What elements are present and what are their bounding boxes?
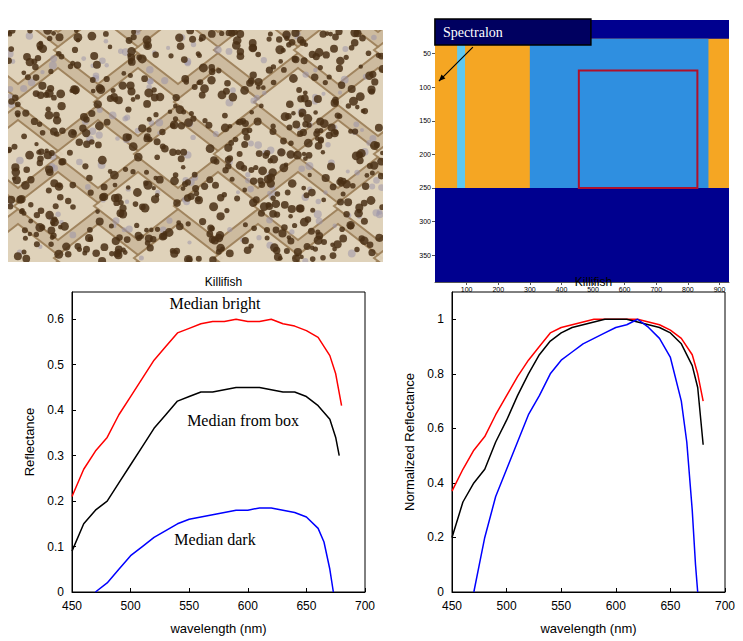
svg-text:Reflectance: Reflectance <box>22 408 37 477</box>
svg-text:Median dark: Median dark <box>174 531 255 548</box>
svg-text:550: 550 <box>551 599 571 613</box>
svg-text:450: 450 <box>62 599 82 613</box>
svg-text:0.3: 0.3 <box>47 449 64 463</box>
svg-text:0.2: 0.2 <box>47 494 64 508</box>
svg-text:Normalized Reflectance: Normalized Reflectance <box>402 373 417 511</box>
svg-text:650: 650 <box>660 599 680 613</box>
svg-text:700: 700 <box>355 599 375 613</box>
svg-text:0.4: 0.4 <box>47 403 64 417</box>
svg-text:0.6: 0.6 <box>427 421 444 435</box>
svg-text:700: 700 <box>650 286 662 293</box>
svg-text:0.2: 0.2 <box>427 530 444 544</box>
svg-text:450: 450 <box>442 599 462 613</box>
svg-text:600: 600 <box>238 599 258 613</box>
svg-text:0.8: 0.8 <box>427 367 444 381</box>
svg-text:650: 650 <box>296 599 316 613</box>
svg-text:200: 200 <box>492 286 504 293</box>
svg-text:100: 100 <box>419 84 431 91</box>
svg-text:wavelength (nm): wavelength (nm) <box>169 621 266 636</box>
svg-text:0.5: 0.5 <box>47 358 64 372</box>
svg-text:Killifish: Killifish <box>205 275 242 289</box>
svg-text:700: 700 <box>715 599 735 613</box>
svg-text:0.4: 0.4 <box>427 476 444 490</box>
svg-text:900: 900 <box>714 286 726 293</box>
svg-text:0: 0 <box>57 585 64 599</box>
svg-text:600: 600 <box>606 599 626 613</box>
svg-text:Spectralon: Spectralon <box>443 25 503 40</box>
svg-text:500: 500 <box>121 599 141 613</box>
svg-text:150: 150 <box>419 117 431 124</box>
svg-text:0.6: 0.6 <box>47 312 64 326</box>
svg-text:0.1: 0.1 <box>47 540 64 554</box>
svg-text:800: 800 <box>682 286 694 293</box>
svg-text:0: 0 <box>437 585 444 599</box>
svg-text:100: 100 <box>461 286 473 293</box>
svg-text:250: 250 <box>419 184 431 191</box>
svg-text:Median from box: Median from box <box>187 412 299 429</box>
svg-text:600: 600 <box>619 286 631 293</box>
svg-text:Killifish: Killifish <box>575 275 612 289</box>
svg-text:Median bright: Median bright <box>169 295 261 313</box>
svg-text:350: 350 <box>419 252 431 259</box>
svg-text:wavelength (nm): wavelength (nm) <box>539 621 636 636</box>
svg-text:400: 400 <box>556 286 568 293</box>
svg-text:1: 1 <box>437 312 444 326</box>
svg-text:50: 50 <box>423 50 431 57</box>
svg-text:550: 550 <box>179 599 199 613</box>
svg-text:300: 300 <box>524 286 536 293</box>
svg-text:500: 500 <box>497 599 517 613</box>
svg-text:200: 200 <box>419 151 431 158</box>
svg-text:500: 500 <box>587 286 599 293</box>
svg-text:300: 300 <box>419 218 431 225</box>
